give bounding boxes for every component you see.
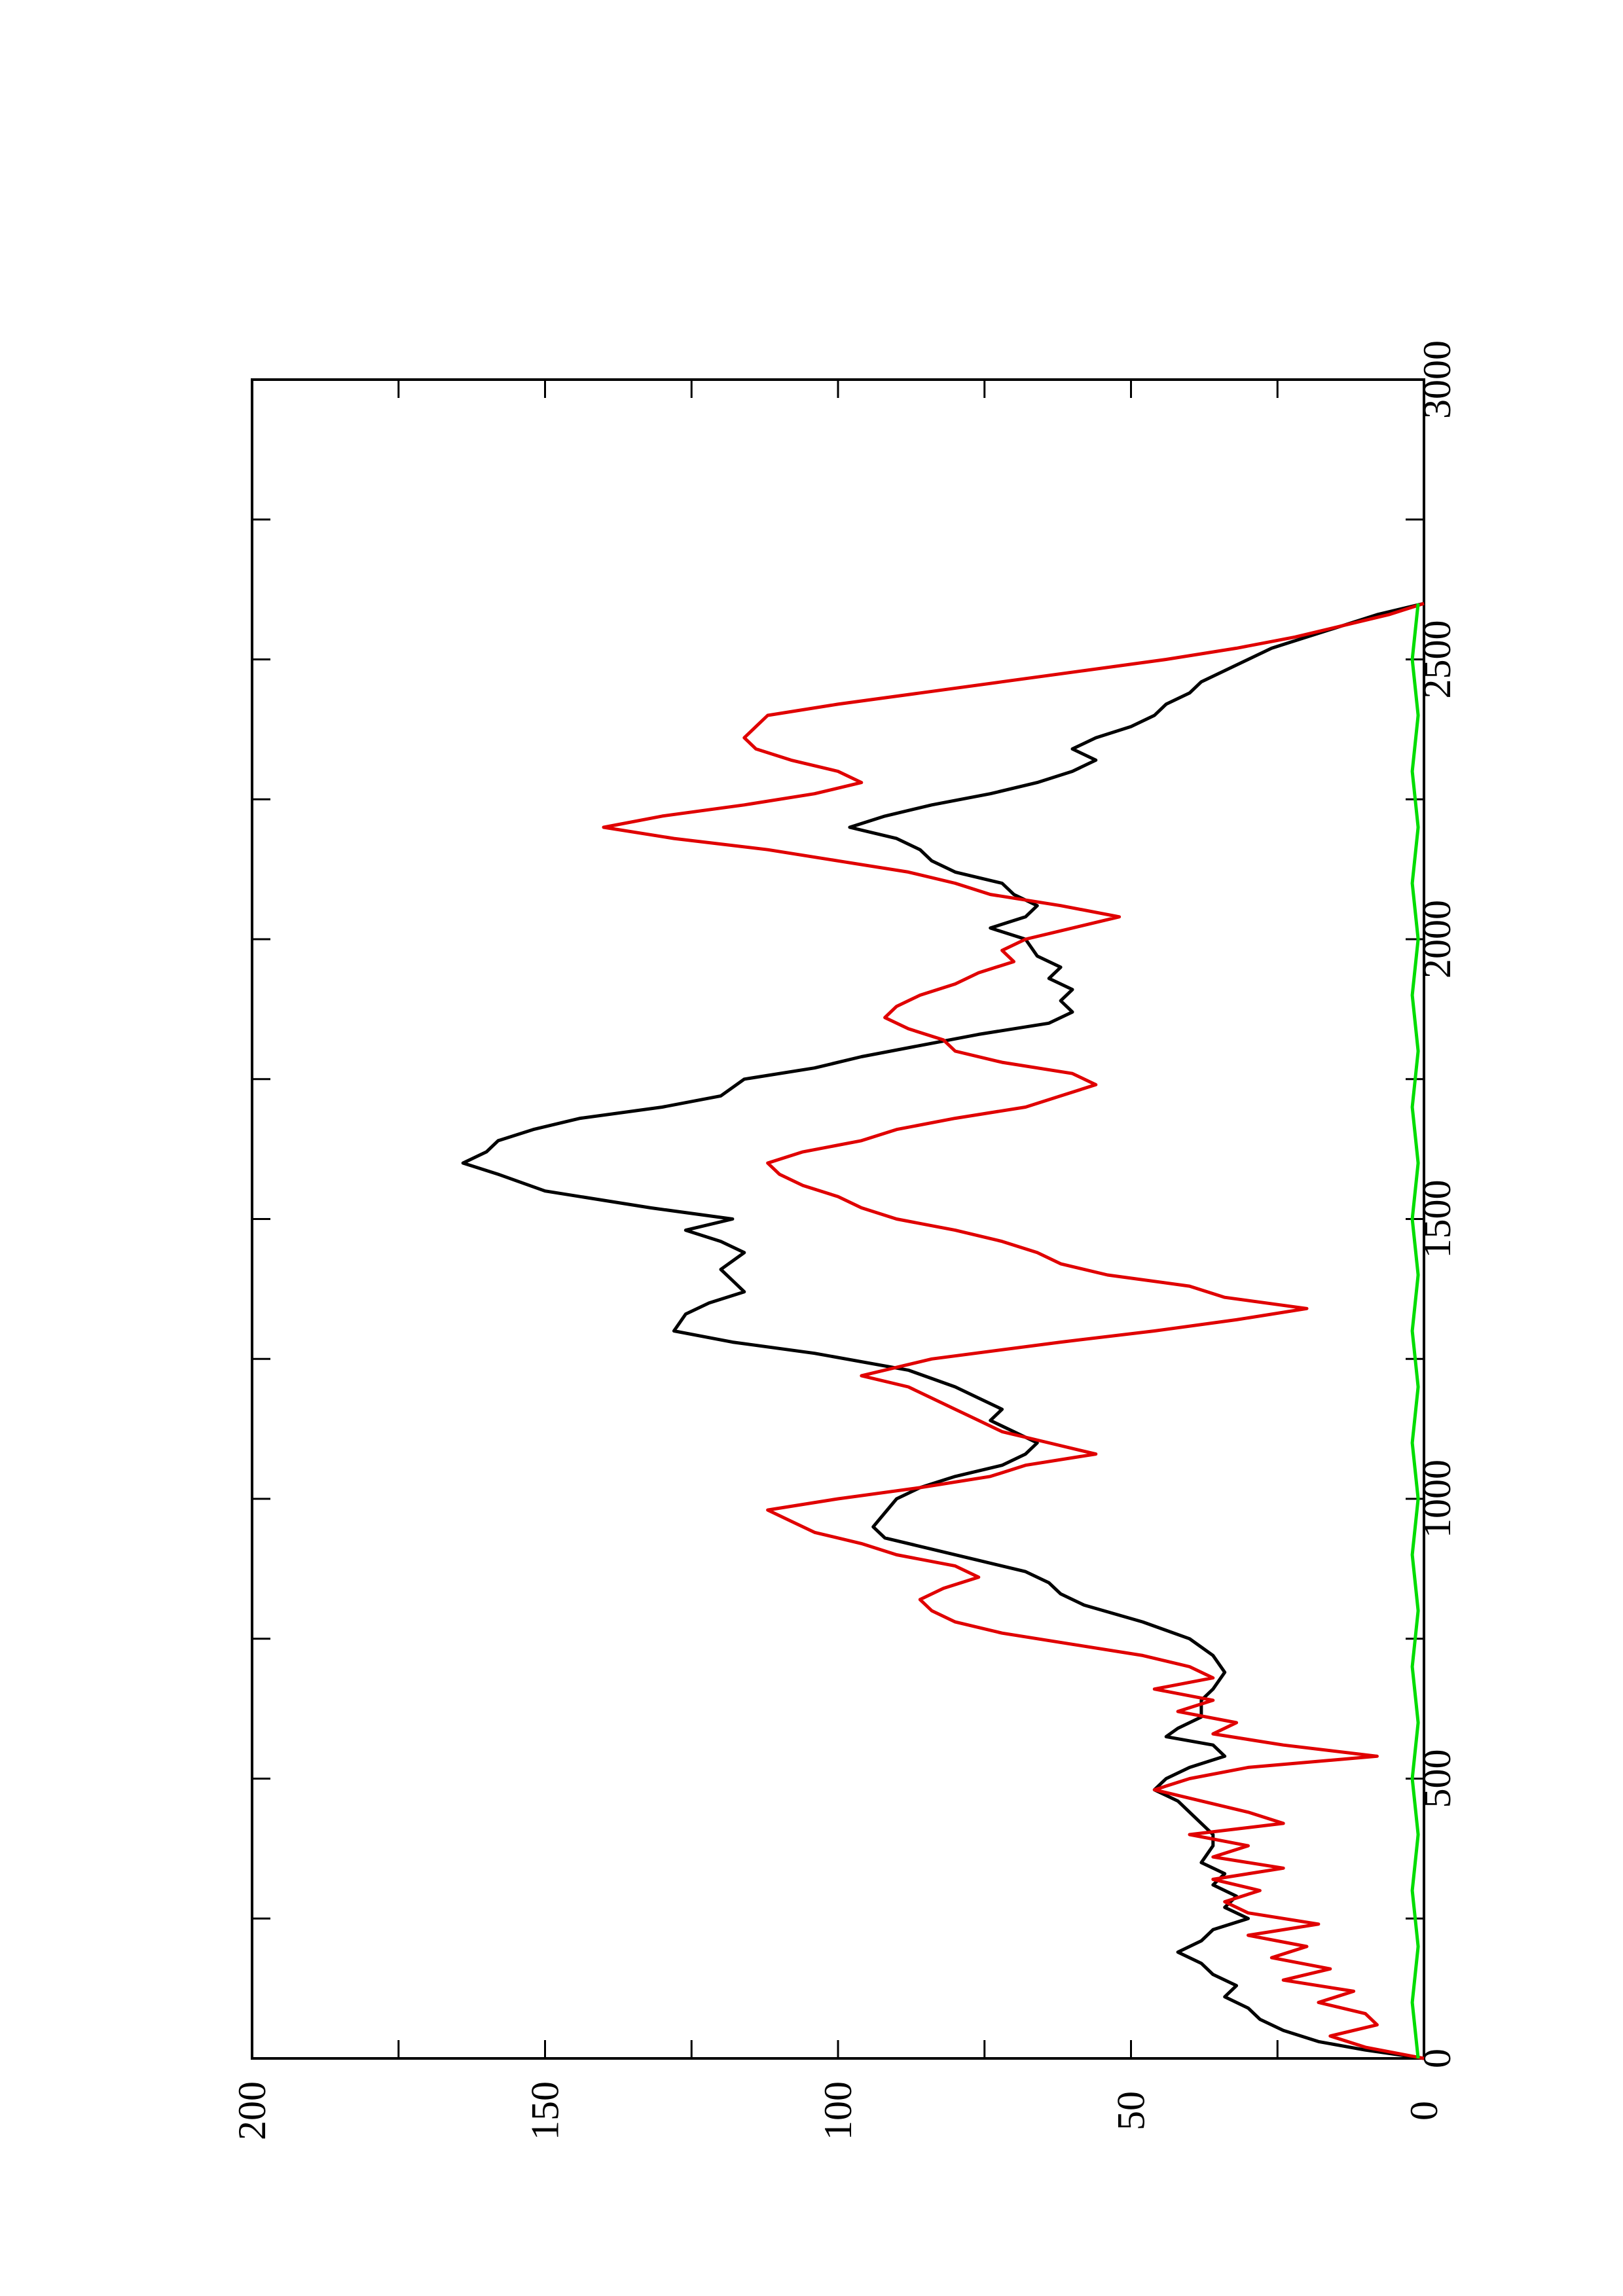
series-line-2: [1410, 603, 1420, 2059]
x-tick-label: 1500: [1415, 1180, 1459, 1259]
y-tick-label: 200: [230, 2081, 274, 2140]
plot-frame: [251, 378, 1425, 2060]
y-tick-label: 50: [1110, 2091, 1153, 2130]
x-tick-label: 2500: [1415, 620, 1459, 699]
y-tick-label: 150: [524, 2081, 567, 2140]
x-tick-label: 500: [1415, 1749, 1459, 1808]
x-tick-label: 2000: [1415, 900, 1459, 978]
y-tick-label: 0: [1402, 2101, 1446, 2121]
y-tick-label: 100: [816, 2081, 860, 2140]
series-line-0: [461, 601, 1425, 2060]
series-layer: [461, 601, 1425, 2060]
ticks: [251, 378, 1425, 2060]
x-tick-label: 3000: [1415, 340, 1459, 419]
series-line-1: [602, 601, 1425, 2060]
x-tick-label: 1000: [1415, 1460, 1459, 1538]
